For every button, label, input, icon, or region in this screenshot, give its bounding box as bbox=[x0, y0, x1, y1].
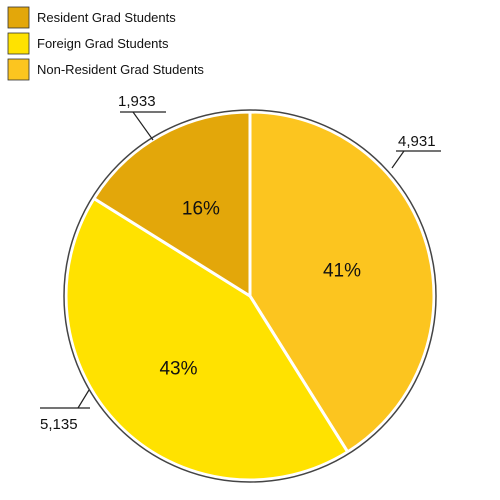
legend-label-resident: Resident Grad Students bbox=[37, 10, 176, 25]
callout-leader-non-resident bbox=[391, 150, 405, 169]
callout-foreign: 5,135 bbox=[40, 389, 90, 433]
legend-swatch-resident bbox=[7, 6, 30, 29]
callout-non-resident: 4,931 bbox=[391, 133, 441, 169]
legend-entry-resident: Resident Grad Students bbox=[7, 6, 176, 29]
callout-leader-foreign bbox=[77, 389, 90, 409]
pie-slices bbox=[64, 110, 436, 482]
value-label-foreign: 5,135 bbox=[40, 416, 78, 433]
value-callouts: 4,931 5,135 1,933 bbox=[40, 93, 441, 433]
percent-labels: 41% 43% 16% bbox=[159, 199, 361, 380]
legend-entry-foreign: Foreign Grad Students bbox=[7, 32, 169, 55]
value-label-resident: 1,933 bbox=[118, 93, 156, 110]
pie-outline bbox=[63, 109, 437, 483]
callout-leader-resident bbox=[132, 111, 154, 141]
percent-label-foreign: 43% bbox=[159, 359, 197, 380]
legend-entry-non-resident: Non-Resident Grad Students bbox=[7, 58, 204, 81]
percent-label-resident: 16% bbox=[182, 199, 220, 220]
percent-label-non-resident: 41% bbox=[323, 261, 361, 282]
value-label-non-resident: 4,931 bbox=[398, 133, 436, 150]
legend-label-foreign: Foreign Grad Students bbox=[37, 36, 169, 51]
pie-slice-foreign bbox=[64, 196, 350, 482]
callout-resident: 1,933 bbox=[118, 93, 166, 141]
pie-slice-resident bbox=[92, 110, 252, 298]
legend-swatch-foreign bbox=[7, 32, 30, 55]
legend: Resident Grad Students Foreign Grad Stud… bbox=[7, 6, 204, 81]
legend-swatch-non-resident bbox=[7, 58, 30, 81]
legend-label-non-resident: Non-Resident Grad Students bbox=[37, 62, 204, 77]
